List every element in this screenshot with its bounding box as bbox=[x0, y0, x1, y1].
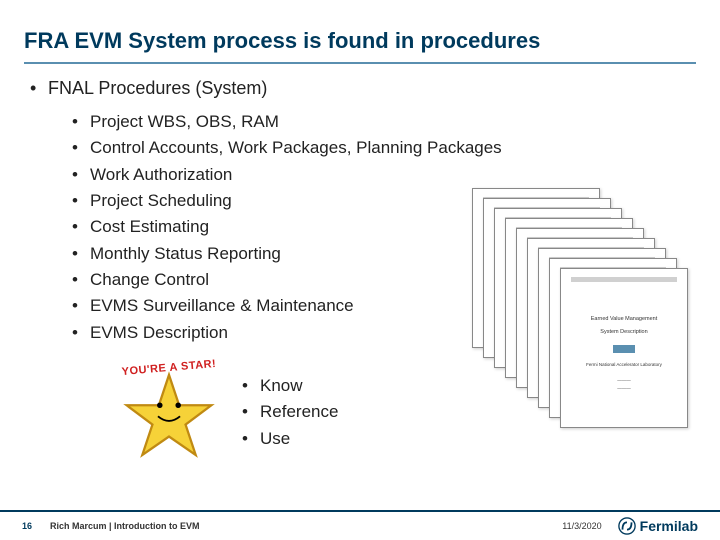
level1-list: FNAL Procedures (System) Project WBS, OB… bbox=[24, 78, 696, 346]
list-item: EVMS Description bbox=[90, 320, 696, 346]
list-item: Use bbox=[260, 426, 338, 452]
list-item: Cost Estimating bbox=[90, 214, 696, 240]
section-heading: FNAL Procedures (System) Project WBS, OB… bbox=[48, 78, 696, 346]
list-item: Project Scheduling bbox=[90, 188, 696, 214]
footer: 16 Rich Marcum | Introduction to EVM 11/… bbox=[0, 510, 720, 540]
star-graphic: YOU'RE A STAR! bbox=[114, 362, 224, 463]
slide-title: FRA EVM System process is found in proce… bbox=[0, 0, 720, 62]
list-item: Know bbox=[260, 373, 338, 399]
list-item: Project WBS, OBS, RAM bbox=[90, 109, 696, 135]
star-icon bbox=[123, 370, 215, 458]
level2-list: Project WBS, OBS, RAM Control Accounts, … bbox=[48, 109, 696, 346]
fermilab-icon bbox=[618, 517, 636, 535]
page-number: 16 bbox=[22, 521, 50, 531]
star-row: YOU'RE A STAR! Know Reference Use bbox=[114, 362, 696, 463]
list-item: Control Accounts, Work Packages, Plannin… bbox=[90, 135, 696, 161]
list-item: Work Authorization bbox=[90, 162, 696, 188]
list-item: Change Control bbox=[90, 267, 696, 293]
footer-date: 11/3/2020 bbox=[562, 521, 601, 531]
list-item: EVMS Surveillance & Maintenance bbox=[90, 293, 696, 319]
star-action-list: Know Reference Use bbox=[242, 373, 338, 452]
list-item: Monthly Status Reporting bbox=[90, 241, 696, 267]
content-area: FNAL Procedures (System) Project WBS, OB… bbox=[0, 78, 720, 463]
section-heading-text: FNAL Procedures (System) bbox=[48, 78, 267, 98]
fermilab-logo: Fermilab bbox=[618, 517, 698, 535]
list-item: Reference bbox=[260, 399, 338, 425]
fermilab-logo-text: Fermilab bbox=[640, 518, 698, 534]
footer-presenter: Rich Marcum | Introduction to EVM bbox=[50, 521, 200, 531]
title-underline bbox=[24, 62, 696, 64]
